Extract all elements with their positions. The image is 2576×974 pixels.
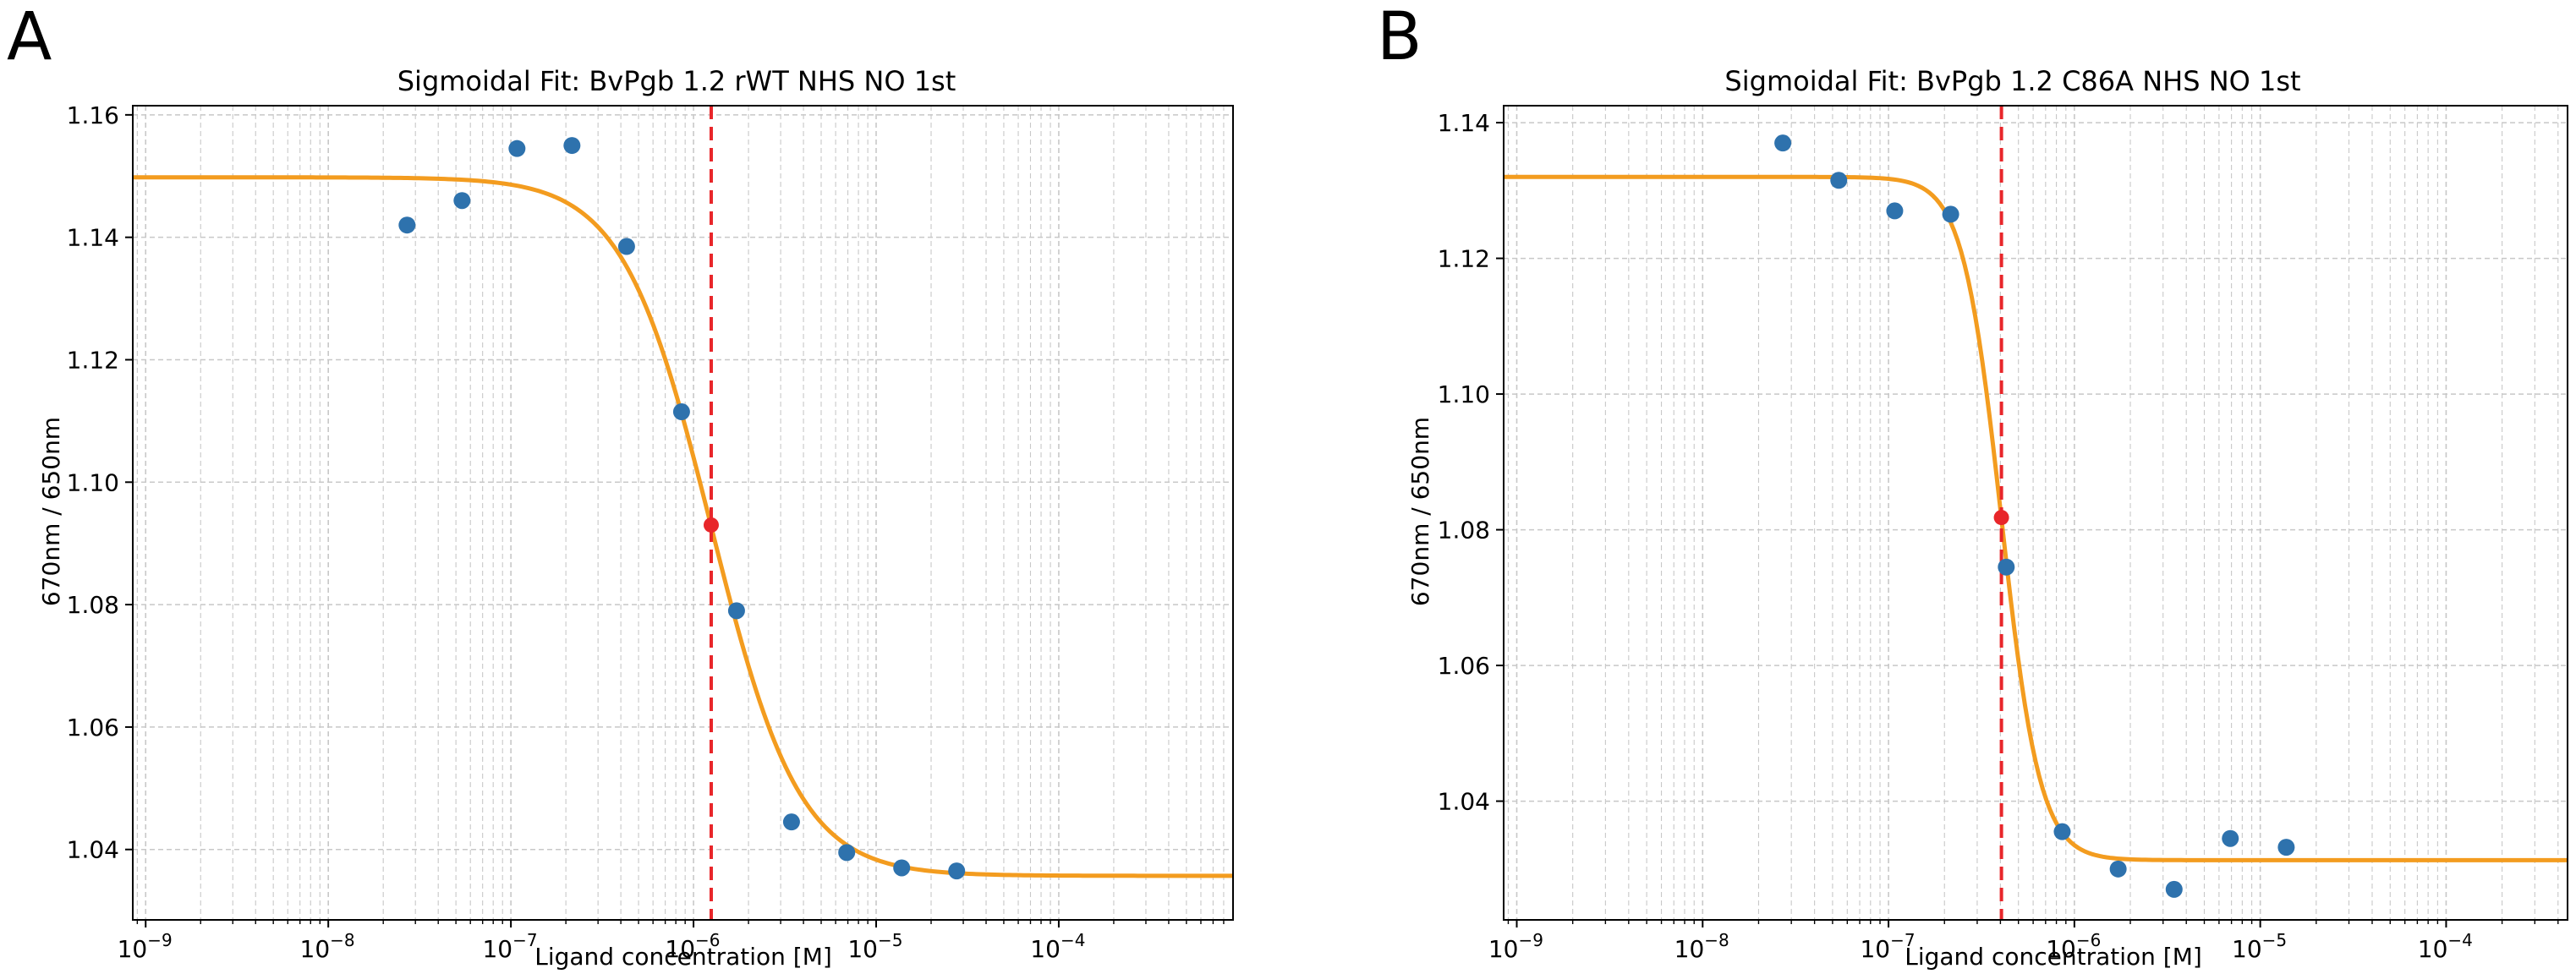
data-point-b xyxy=(2277,839,2295,856)
data-points-a xyxy=(398,137,966,880)
data-point-b xyxy=(1830,172,1848,189)
y-tick-label-a: 1.08 xyxy=(67,591,119,619)
x-tick-label-a: 10 xyxy=(1030,935,1061,963)
data-point-a xyxy=(398,216,416,234)
x-tick-exponent-b: −5 xyxy=(2262,930,2287,950)
y-tick-label-b: 1.12 xyxy=(1438,245,1490,273)
x-tick-label-b: 10 xyxy=(2046,935,2076,963)
x-tick-label-a: 10 xyxy=(665,935,695,963)
plot-frame-b xyxy=(1503,105,2568,921)
y-tick-label-a: 1.12 xyxy=(67,346,119,374)
x-tick-exponent-b: −9 xyxy=(1519,930,1543,950)
x-tick-label-a: 10 xyxy=(118,935,148,963)
data-point-b xyxy=(2109,860,2127,878)
x-tick-exponent-b: −4 xyxy=(2447,930,2472,950)
data-point-a xyxy=(948,862,966,880)
data-point-a xyxy=(508,140,526,157)
data-point-b xyxy=(1774,134,1792,152)
y-tick-label-a: 1.16 xyxy=(67,101,119,129)
x-tick-exponent-a: −7 xyxy=(512,930,537,950)
fit-curve-b xyxy=(1504,174,2568,862)
data-point-b xyxy=(2053,823,2071,840)
x-tick-exponent-b: −6 xyxy=(2076,930,2101,950)
y-tick-label-b: 1.14 xyxy=(1438,109,1490,137)
grid-b xyxy=(1504,106,2568,920)
x-axis-label-b: Ligand concentration [M] xyxy=(1905,943,2202,971)
x-tick-label-b: 10 xyxy=(2232,935,2262,963)
y-tick-label-a: 1.04 xyxy=(67,836,119,864)
chart-title-a: Sigmoidal Fit: BvPgb 1.2 rWT NHS NO 1st xyxy=(397,65,956,97)
x-tick-exponent-a: −4 xyxy=(1061,930,1085,950)
y-tick-labels-b: 1.04 1.06 1.08 1.10 1.12 1.14 xyxy=(1438,109,1490,816)
x-tick-label-b: 10 xyxy=(2418,935,2448,963)
x-tick-label-a: 10 xyxy=(300,935,331,963)
data-point-b xyxy=(1998,558,2015,576)
x-axis-label-a: Ligand concentration [M] xyxy=(534,943,832,971)
panel-b: B Sigmoidal Fit: BvPgb 1.2 C86A NHS NO 1… xyxy=(1377,0,2568,971)
x-tick-label-b: 10 xyxy=(1860,935,1890,963)
y-tick-label-b: 1.06 xyxy=(1438,652,1490,680)
y-axis-label-a: 670nm / 650nm xyxy=(37,417,65,606)
data-point-a xyxy=(617,238,635,255)
x-tick-exponent-a: −8 xyxy=(330,930,354,950)
data-point-a xyxy=(727,602,745,620)
panel-letter-a: A xyxy=(7,0,52,75)
x-tick-label-a: 10 xyxy=(482,935,512,963)
y-tick-label-b: 1.10 xyxy=(1438,380,1490,408)
data-point-b xyxy=(1942,205,1959,223)
data-point-a xyxy=(563,137,581,155)
chart-title-b: Sigmoidal Fit: BvPgb 1.2 C86A NHS NO 1st xyxy=(1724,65,2300,97)
x-tick-label-a: 10 xyxy=(847,935,878,963)
x-tick-label-b: 10 xyxy=(1488,935,1519,963)
y-tick-label-b: 1.04 xyxy=(1438,788,1490,816)
y-axis-label-b: 670nm / 650nm xyxy=(1406,417,1434,606)
ec50-point-a xyxy=(703,517,719,533)
x-tick-exponent-b: −8 xyxy=(1704,930,1729,950)
panel-a: A Sigmoidal Fit: BvPgb 1.2 rWT NHS NO 1s… xyxy=(7,0,1234,971)
grid-a xyxy=(133,106,1233,920)
plot-frame-a xyxy=(132,105,1234,921)
x-tick-exponent-a: −5 xyxy=(878,930,902,950)
y-tick-labels-a: 1.04 1.06 1.08 1.10 1.12 1.14 1.16 xyxy=(67,101,119,864)
x-tick-label-b: 10 xyxy=(1674,935,1705,963)
y-tick-label-a: 1.06 xyxy=(67,714,119,741)
y-tick-label-a: 1.10 xyxy=(67,468,119,496)
ec50-point-b xyxy=(1993,510,2009,526)
data-point-a xyxy=(453,192,471,210)
x-tick-exponent-b: −7 xyxy=(1890,930,1915,950)
x-tick-exponent-a: −9 xyxy=(147,930,172,950)
data-point-b xyxy=(2222,829,2239,847)
y-tick-label-b: 1.08 xyxy=(1438,517,1490,544)
data-point-a xyxy=(672,403,690,421)
x-tick-labels-a: 10 −9 10 −8 10 −7 10 −6 10 −5 10 −4 xyxy=(118,930,1086,963)
y-tick-label-a: 1.14 xyxy=(67,224,119,252)
data-point-a xyxy=(782,813,800,831)
data-point-b xyxy=(1886,202,1904,220)
data-points-b xyxy=(1774,134,2295,898)
x-tick-exponent-a: −6 xyxy=(695,930,720,950)
data-point-a xyxy=(838,844,856,862)
panel-letter-b: B xyxy=(1377,0,1422,75)
data-point-a xyxy=(893,859,911,877)
x-tick-labels-b: 10 −9 10 −8 10 −7 10 −6 10 −5 10 −4 xyxy=(1488,930,2473,963)
data-point-b xyxy=(2165,880,2183,898)
